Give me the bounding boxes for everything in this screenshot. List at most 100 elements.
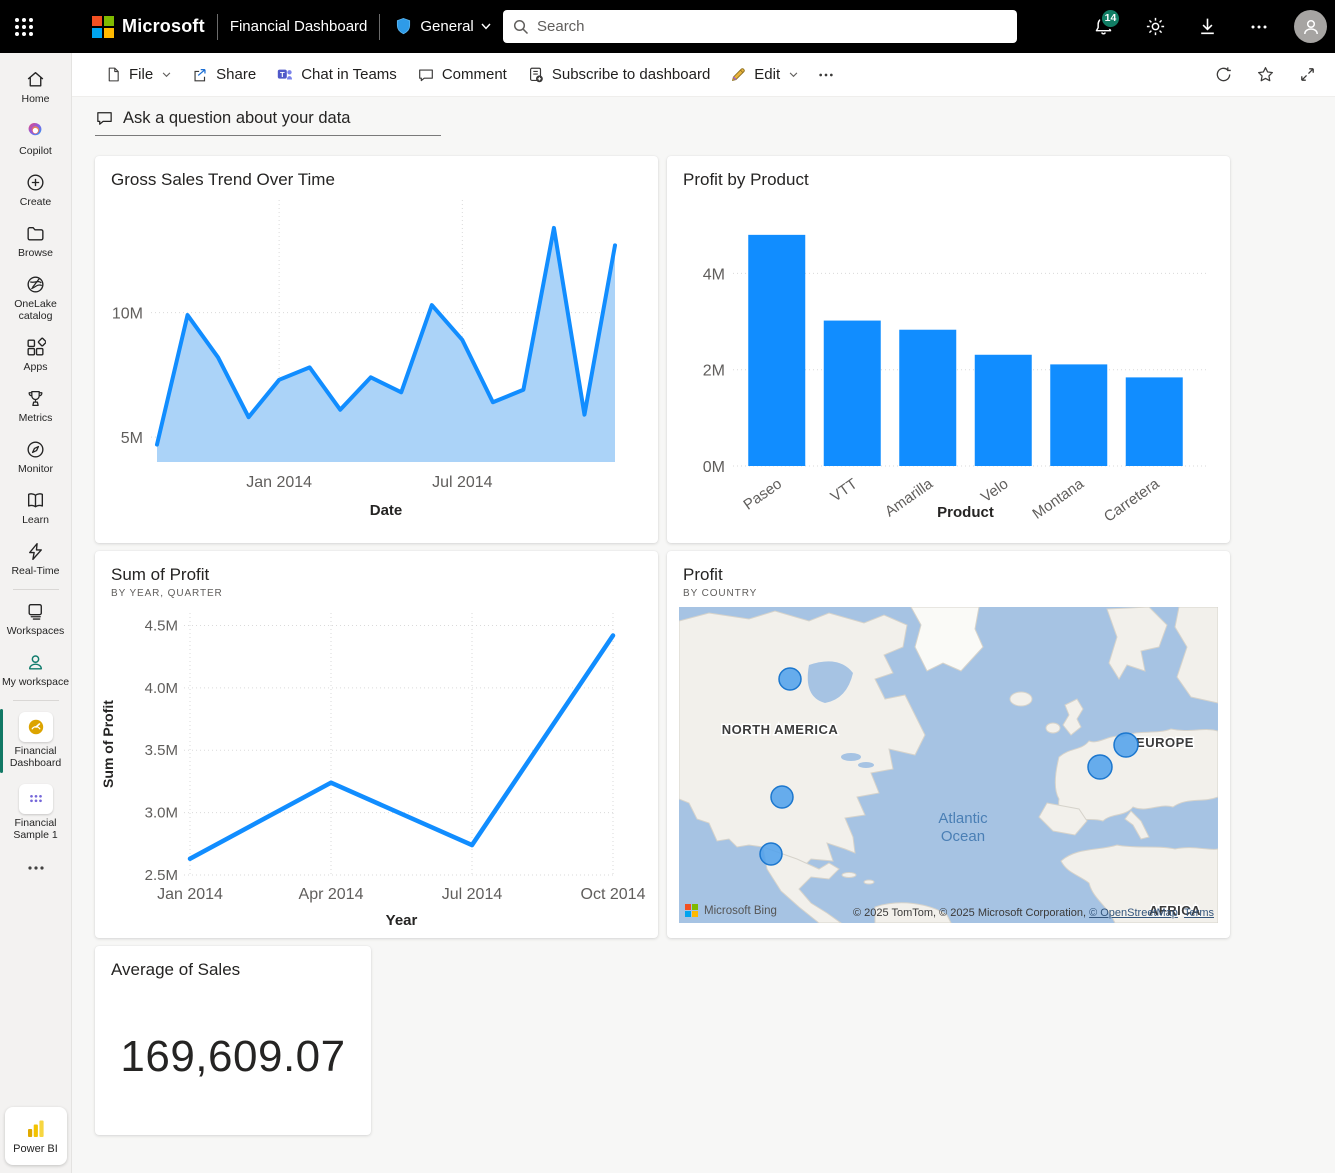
sidebar-item-browse[interactable]: Browse	[0, 216, 72, 267]
tile-average-of-sales[interactable]: Average of Sales 169,609.07	[95, 946, 371, 1135]
notifications-button[interactable]: 14	[1082, 6, 1124, 48]
notification-count-badge: 14	[1100, 7, 1121, 29]
x-axis-tick: Amarilla	[882, 475, 937, 520]
account-avatar[interactable]	[1294, 10, 1327, 43]
tile-title: Profit	[683, 565, 723, 584]
fullscreen-button[interactable]	[1289, 57, 1325, 93]
map-region-label: EUROPE	[1136, 735, 1194, 750]
x-axis-tick: VTT	[828, 475, 861, 505]
tile-title: Sum of Profit	[111, 565, 210, 584]
share-button[interactable]: Share	[181, 60, 266, 90]
bing-map[interactable]: NORTH AMERICA EUROPE AFRICA Atlantic Ocean M…	[679, 607, 1218, 923]
sidebar-item-real-time[interactable]: Real-Time	[0, 534, 72, 585]
semantic-model-icon	[18, 784, 53, 814]
favorite-button[interactable]	[1247, 57, 1283, 93]
sum-of-profit-line-chart: 2.5M 3.0M 3.5M 4.0M 4.5M Jan 2014 Apr 2014 Jul …	[100, 613, 646, 929]
area-fill	[157, 227, 615, 462]
home-icon	[27, 71, 44, 87]
map-bubble	[778, 667, 802, 691]
chevron-down-icon	[162, 71, 171, 77]
sidebar-item-workspaces[interactable]: Workspaces	[0, 594, 72, 645]
shield-icon	[397, 18, 411, 35]
x-axis-tick: Oct 2014	[581, 886, 646, 903]
download-button[interactable]	[1186, 6, 1228, 48]
sidebar-item-home[interactable]: Home	[0, 62, 72, 113]
onelake-icon	[27, 276, 44, 293]
more-options-button[interactable]	[1238, 6, 1280, 48]
x-axis-title: Product	[937, 504, 994, 521]
sidebar-item-learn[interactable]: Learn	[0, 483, 72, 534]
tile-sum-of-profit[interactable]: Sum of Profit BY YEAR, QUARTER 2.5M 3.0M 3…	[95, 551, 658, 938]
map-bubble	[1087, 754, 1113, 780]
tile-profit-by-country-map[interactable]: Profit BY COUNTRY	[667, 551, 1230, 938]
map-region-label: AFRICA	[1149, 903, 1201, 918]
sidebar-more-button[interactable]	[27, 849, 45, 884]
sensitivity-workspace-selector[interactable]: General	[394, 17, 491, 36]
commandbar-right-actions	[1205, 57, 1325, 93]
share-icon	[194, 68, 206, 81]
tile-gross-sales-trend[interactable]: Gross Sales Trend Over Time 5M 10M Jan 201…	[95, 156, 658, 543]
map-bubble	[759, 842, 783, 866]
qna-input[interactable]: Ask a question about your data	[95, 109, 441, 136]
sidebar-item-onelake-catalog[interactable]: OneLake catalog	[0, 267, 72, 330]
left-nav-rail: Home Copilot Create Browse OneLake catal…	[0, 53, 72, 1173]
topbar-actions: 14	[1082, 0, 1327, 53]
search-placeholder: Search	[537, 18, 585, 35]
map-attribution: © 2025 TomTom, © 2025 Microsoft Corporat…	[852, 907, 1214, 919]
trophy-icon	[28, 391, 43, 406]
sidebar-item-create[interactable]: Create	[0, 165, 72, 216]
book-icon	[27, 493, 44, 508]
app-launcher-waffle-icon[interactable]	[0, 0, 48, 53]
sidebar-item-monitor[interactable]: Monitor	[0, 432, 72, 483]
subscribe-button[interactable]: Subscribe to dashboard	[517, 60, 720, 90]
workspace-label: General	[420, 18, 474, 35]
settings-button[interactable]	[1134, 6, 1176, 48]
comment-button[interactable]: Comment	[407, 60, 517, 90]
person-icon	[1303, 19, 1318, 34]
chat-in-teams-button[interactable]: T Chat in Teams	[266, 60, 407, 90]
plus-circle-icon	[27, 174, 44, 191]
dashboard-tile-icon	[18, 712, 53, 742]
refresh-icon	[1216, 67, 1231, 82]
lightning-icon	[29, 542, 42, 561]
x-axis-tick: Jan 2014	[157, 886, 223, 903]
sidebar-item-financial-sample-1[interactable]: Financial Sample 1	[0, 777, 72, 849]
series-line	[155, 225, 617, 447]
card-value: 169,609.07	[120, 1032, 346, 1081]
sidebar-item-metrics[interactable]: Metrics	[0, 381, 72, 432]
expand-icon	[1300, 68, 1314, 81]
bar	[974, 354, 1032, 466]
gross-sales-area-chart: 5M 10M Jan 2014 Jul 2014 Date	[112, 200, 617, 519]
x-axis-tick: Jul 2014	[442, 886, 503, 903]
edit-button[interactable]: Edit	[720, 60, 808, 89]
sidebar-item-my-workspace[interactable]: My workspace	[0, 645, 72, 696]
search-icon	[513, 19, 529, 34]
terms-link[interactable]: Terms	[1184, 907, 1214, 919]
tile-profit-by-product[interactable]: Profit by Product 0M 2M 4M Paseo VTT Amarilla…	[667, 156, 1230, 543]
sidebar-item-financial-dashboard[interactable]: Financial Dashboard	[0, 705, 72, 777]
comment-icon	[418, 68, 433, 81]
global-search-input[interactable]: Search	[503, 10, 1017, 43]
file-menu-button[interactable]: File	[95, 60, 181, 89]
refresh-button[interactable]	[1205, 57, 1241, 93]
y-axis-tick: 10M	[112, 306, 143, 323]
top-app-bar: Microsoft Financial Dashboard General Se…	[0, 0, 1335, 53]
chevron-down-icon	[481, 23, 491, 30]
powerbi-app-switcher[interactable]: Power BI	[4, 1107, 67, 1165]
qna-bubble-icon	[97, 112, 112, 125]
microsoft-logo[interactable]: Microsoft	[92, 15, 205, 38]
x-axis-tick: Velo	[978, 475, 1012, 506]
ellipsis-icon	[819, 73, 833, 76]
tile-title: Profit by Product	[683, 170, 809, 189]
gear-icon	[1146, 17, 1164, 36]
compass-icon	[27, 441, 44, 458]
sidebar-item-copilot[interactable]: Copilot	[0, 113, 72, 165]
commandbar-more-button[interactable]	[808, 66, 844, 84]
openstreetmap-link[interactable]: © OpenStreetMap	[1089, 907, 1178, 919]
sidebar-item-apps[interactable]: Apps	[0, 330, 72, 381]
map-region-label: NORTH AMERICA	[722, 722, 839, 737]
tile-subtitle: BY YEAR, QUARTER	[111, 588, 223, 599]
y-axis-title: Sum of Profit	[100, 700, 116, 788]
bar	[899, 329, 957, 466]
